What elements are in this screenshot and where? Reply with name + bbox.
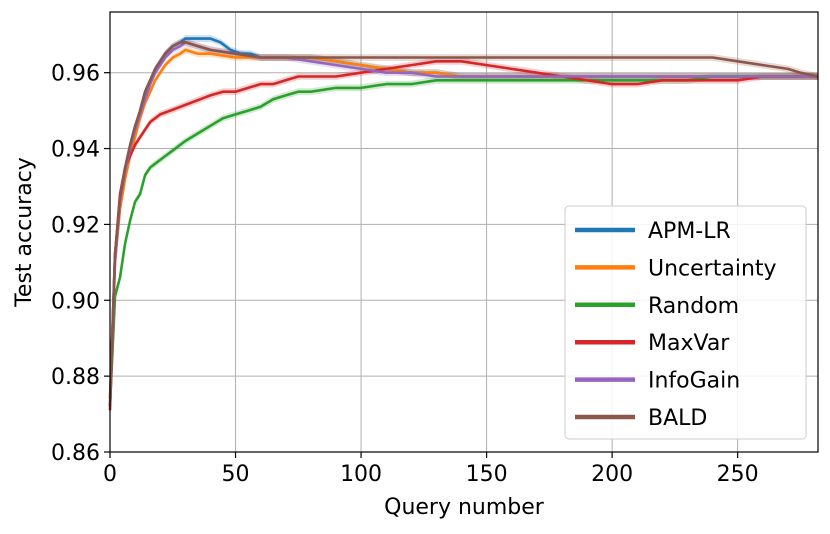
legend-label: InfoGain xyxy=(648,369,740,394)
legend-label: APM-LR xyxy=(648,219,731,244)
y-tick-label: 0.86 xyxy=(51,441,100,466)
x-axis-title: Query number xyxy=(384,495,545,520)
series-line xyxy=(108,75,818,407)
y-tick-label: 0.96 xyxy=(51,62,100,87)
y-tick-label: 0.92 xyxy=(51,213,100,238)
x-tick-label: 200 xyxy=(591,462,633,487)
series-line xyxy=(108,40,819,407)
legend: APM-LR Uncertainty Random MaxVar InfoGain BAL… xyxy=(564,205,807,440)
x-tick-label: 150 xyxy=(466,462,508,487)
legend-label: Uncertainty xyxy=(648,256,777,281)
legend-label: Random xyxy=(648,294,739,319)
y-tick-label: 0.90 xyxy=(51,289,100,314)
legend-label: MaxVar xyxy=(648,331,730,356)
x-tick-label: 100 xyxy=(340,462,382,487)
axis-ticks: 0 50 100 150 200 250 0.86 0.88 0.90 0.92 0.94 0.96 xyxy=(51,62,759,487)
series-line xyxy=(108,59,818,411)
y-axis-title: Test accuracy xyxy=(12,157,37,308)
y-tick-label: 0.88 xyxy=(51,365,100,390)
y-tick-label: 0.94 xyxy=(51,138,100,163)
x-tick-label: 250 xyxy=(717,462,759,487)
legend-label: BALD xyxy=(648,406,707,431)
x-tick-label: 50 xyxy=(222,462,250,487)
series-lines xyxy=(108,37,819,411)
x-tick-label: 0 xyxy=(103,462,117,487)
plot-frame xyxy=(109,11,819,453)
